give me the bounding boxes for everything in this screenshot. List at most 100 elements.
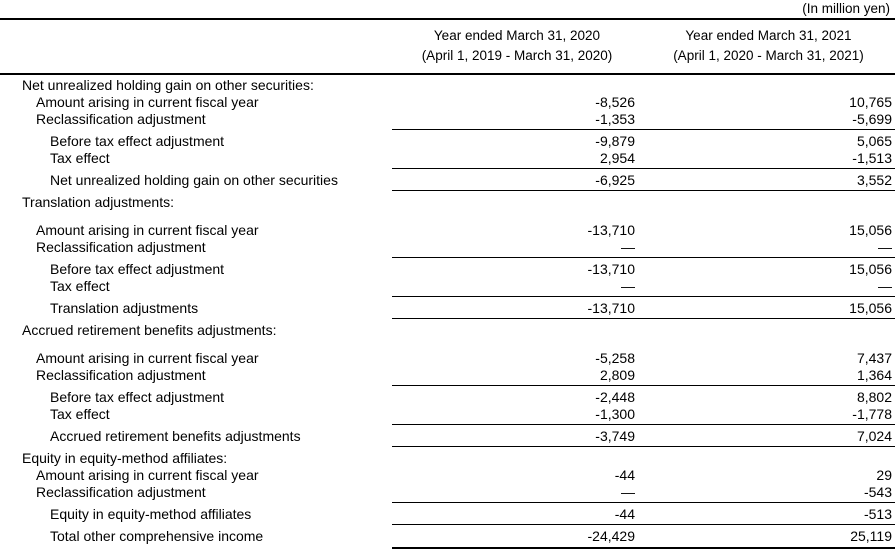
table-row: Tax effect 2,954 -1,513 [0, 150, 895, 169]
table-row: Equity in equity-method affiliates: [0, 450, 895, 467]
row-label: Amount arising in current fiscal year [36, 222, 259, 238]
row-label: Before tax effect adjustment [50, 389, 225, 405]
row-label: Reclassification adjustment [36, 367, 206, 383]
table-row: Amount arising in current fiscal year -1… [0, 222, 895, 239]
row-values: -13,710 15,056 [392, 300, 895, 319]
row-label: Tax effect [50, 278, 110, 294]
row-label: Reclassification adjustment [36, 239, 206, 255]
value-fy2020: 2,809 [599, 367, 635, 383]
value-fy2021: 3,552 [856, 172, 892, 188]
value-fy2021: 29 [876, 467, 892, 483]
row-values: -5,258 7,437 [392, 350, 895, 367]
header-spacer [0, 26, 392, 66]
table-row: Total other comprehensive income -24,429… [0, 528, 895, 549]
value-fy2021: 5,065 [856, 133, 892, 149]
value-fy2021: 7,437 [856, 350, 892, 366]
value-fy2021: -1,513 [852, 150, 892, 166]
column-header-fy2021-title: Year ended March 31, 2021 [685, 28, 852, 43]
row-values: -6,925 3,552 [392, 172, 895, 191]
value-fy2020: -1,353 [595, 111, 635, 127]
table-row: Before tax effect adjustment -13,710 15,… [0, 261, 895, 278]
value-fy2020: — [621, 278, 635, 294]
row-values: -1,353 -5,699 [392, 111, 895, 130]
value-fy2020: -44 [614, 467, 635, 483]
table-row: Amount arising in current fiscal year -8… [0, 94, 895, 111]
row-values: -3,749 7,024 [392, 428, 895, 447]
value-fy2021: 7,024 [856, 428, 892, 444]
row-label: Tax effect [50, 406, 110, 422]
table-row: Tax effect — — [0, 278, 895, 297]
value-fy2021: 15,056 [849, 261, 892, 277]
row-label: Equity in equity-method affiliates: [22, 450, 228, 466]
row-label: Amount arising in current fiscal year [36, 467, 259, 483]
row-label: Amount arising in current fiscal year [36, 94, 259, 110]
row-label: Translation adjustments: [22, 194, 174, 210]
row-label: Accrued retirement benefits adjustments: [22, 322, 277, 338]
row-values: -44 -513 [392, 506, 895, 525]
row-label: Equity in equity-method affiliates [50, 506, 252, 522]
table-row: Translation adjustments: [0, 194, 895, 211]
row-label: Net unrealized holding gain on other sec… [50, 172, 338, 188]
value-fy2020: -6,925 [595, 172, 635, 188]
table-row: Reclassification adjustment -1,353 -5,69… [0, 111, 895, 130]
row-values: -9,879 5,065 [392, 133, 895, 150]
table-header: Year ended March 31, 2020 (April 1, 2019… [0, 18, 895, 75]
value-fy2020: -9,879 [595, 133, 635, 149]
row-values: — — [392, 239, 895, 258]
row-values: — — [392, 278, 895, 297]
value-fy2021: 10,765 [849, 94, 892, 110]
table-row: Translation adjustments -13,710 15,056 [0, 300, 895, 319]
table-row: Before tax effect adjustment -9,879 5,06… [0, 133, 895, 150]
row-values: 2,809 1,364 [392, 367, 895, 386]
value-fy2020: — [621, 239, 635, 255]
value-fy2021: -543 [863, 484, 892, 500]
value-fy2020: -13,710 [587, 222, 635, 238]
row-label: Translation adjustments [50, 300, 199, 316]
row-values: -1,300 -1,778 [392, 406, 895, 425]
row-values: -2,448 8,802 [392, 389, 895, 406]
row-values: — -543 [392, 484, 895, 503]
value-fy2020: -3,749 [595, 428, 635, 444]
column-header-fy2021-period: (April 1, 2020 - March 31, 2021) [673, 48, 864, 63]
value-fy2021: 1,364 [856, 367, 892, 383]
value-fy2021: — [878, 239, 892, 255]
table-row: Reclassification adjustment — -543 [0, 484, 895, 503]
table-row: Amount arising in current fiscal year -4… [0, 467, 895, 484]
row-label: Total other comprehensive income [50, 528, 264, 544]
value-fy2020: — [621, 484, 635, 500]
column-header-fy2021: Year ended March 31, 2021 (April 1, 2020… [642, 26, 895, 66]
row-values: -13,710 15,056 [392, 261, 895, 278]
value-fy2020: -44 [614, 506, 635, 522]
table-body: Net unrealized holding gain on other sec… [0, 75, 895, 549]
value-fy2020: 2,954 [599, 150, 635, 166]
column-header-fy2020: Year ended March 31, 2020 (April 1, 2019… [392, 26, 642, 66]
value-fy2020: -1,300 [595, 406, 635, 422]
row-label: Before tax effect adjustment [50, 133, 225, 149]
value-fy2020: -24,429 [587, 528, 635, 544]
table-row: Before tax effect adjustment -2,448 8,80… [0, 389, 895, 406]
value-fy2021: -1,778 [852, 406, 892, 422]
table-row: Reclassification adjustment 2,809 1,364 [0, 367, 895, 386]
row-label: Before tax effect adjustment [50, 261, 225, 277]
row-values: -44 29 [392, 467, 895, 484]
value-fy2021: -5,699 [852, 111, 892, 127]
value-fy2021: 15,056 [849, 222, 892, 238]
value-fy2020: -5,258 [595, 350, 635, 366]
table-row: Accrued retirement benefits adjustments: [0, 322, 895, 339]
column-header-fy2020-period: (April 1, 2019 - March 31, 2020) [421, 48, 613, 63]
row-values: -24,429 25,119 [392, 528, 895, 549]
value-fy2020: -8,526 [595, 94, 635, 110]
table-row: Accrued retirement benefits adjustments … [0, 428, 895, 447]
value-fy2021: 25,119 [850, 528, 892, 544]
row-label: Tax effect [50, 150, 110, 166]
value-fy2020: -13,710 [587, 261, 635, 277]
row-label: Accrued retirement benefits adjustments [50, 428, 301, 444]
table-row: Net unrealized holding gain on other sec… [0, 172, 895, 191]
row-label: Amount arising in current fiscal year [36, 350, 259, 366]
row-values: -8,526 10,765 [392, 94, 895, 111]
value-fy2021: 8,802 [856, 389, 892, 405]
table-row: Amount arising in current fiscal year -5… [0, 350, 895, 367]
value-fy2020: -2,448 [595, 389, 635, 405]
row-label: Reclassification adjustment [36, 484, 206, 500]
row-label: Reclassification adjustment [36, 111, 206, 127]
